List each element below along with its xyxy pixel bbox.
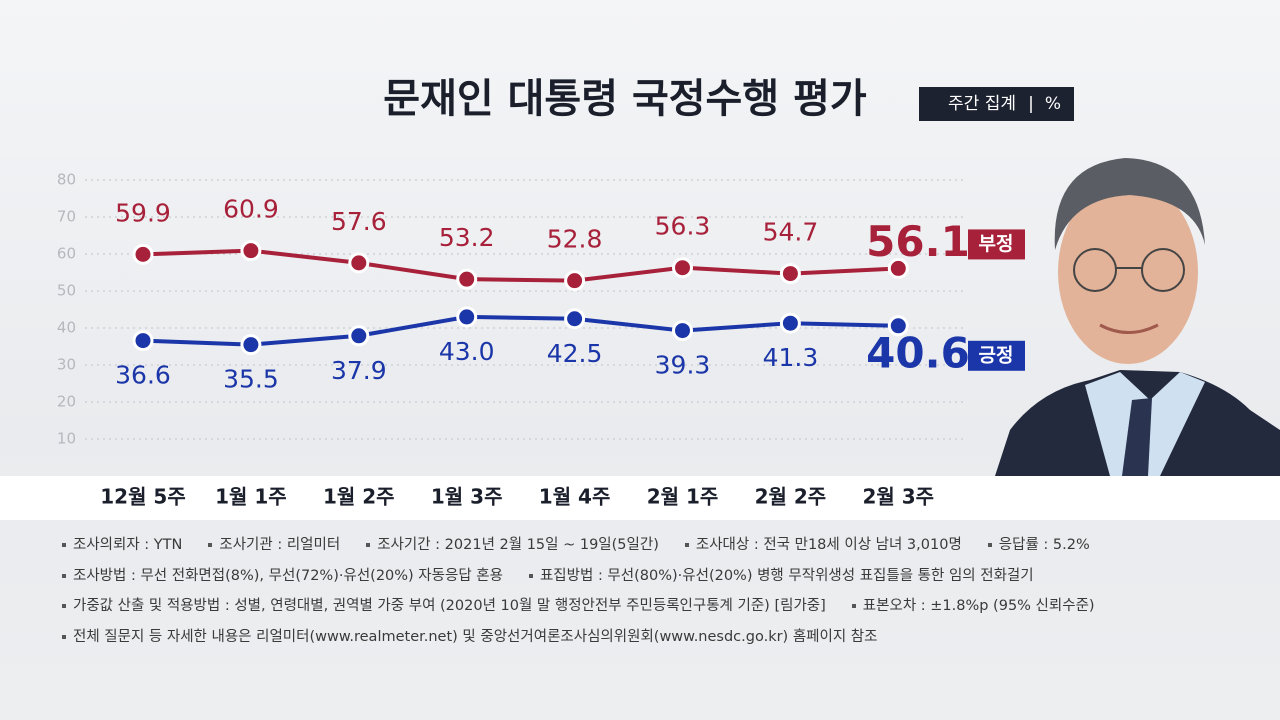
note-text: 전체 질문지 등 자세한 내용은 리얼미터(www.realmeter.net)… — [73, 628, 878, 645]
y-tick-label: 60 — [57, 245, 76, 263]
note-text: 조사대상 : 전국 만18세 이상 남녀 3,010명 — [695, 537, 962, 553]
x-tick-label: 2월 1주 — [647, 485, 719, 509]
note-line: 가중값 산출 및 적용방법 : 성별, 연령대별, 권역별 가중 부여 (202… — [62, 591, 1262, 622]
value-label: 37.9 — [331, 356, 387, 385]
bullet — [62, 573, 66, 578]
note-line: 전체 질문지 등 자세한 내용은 리얼미터(www.realmeter.net)… — [62, 622, 1262, 653]
series-line — [142, 314, 899, 347]
x-tick-label: 12월 5주 — [100, 485, 186, 509]
note-text: 조사기간 : 2021년 2월 15일 ~ 19일(5일간) — [377, 537, 659, 553]
badge-text: % — [1045, 94, 1061, 114]
data-point — [456, 268, 478, 290]
notes: 조사의뢰자 : YTN 조사기관 : 리얼미터 조사기간 : 2021년 2월 15… — [62, 530, 1262, 652]
bullet — [528, 573, 533, 578]
note-item: 조사기간 : 2021년 2월 15일 ~ 19일(5일간) — [366, 530, 659, 560]
legend-label: 긍정 — [979, 344, 1014, 366]
note-text: 표본오차 : ±1.8%p (95% 신뢰수준) — [862, 598, 1095, 614]
note-line: 조사의뢰자 : YTN 조사기관 : 리얼미터 조사기간 : 2021년 2월 15… — [62, 530, 1262, 561]
bullet — [684, 543, 689, 547]
badge — [919, 87, 1074, 121]
value-label: 41.3 — [763, 343, 819, 372]
x-axis-band — [0, 476, 1280, 520]
note-text: 응답률 : 5.2% — [998, 537, 1090, 553]
data-point — [132, 330, 154, 352]
data-point — [779, 312, 801, 334]
y-tick-label: 20 — [57, 393, 76, 411]
note-item: 조사대상 : 전국 만18세 이상 남녀 3,010명 — [684, 530, 962, 560]
data-point — [348, 325, 370, 347]
data-point — [887, 257, 909, 279]
note-text: 조사의뢰자 : YTN — [73, 537, 183, 553]
y-tick-label: 70 — [57, 208, 76, 226]
value-label: 43.0 — [439, 337, 495, 366]
value-label: 53.2 — [439, 223, 495, 252]
y-tick-label: 40 — [57, 319, 76, 337]
y-tick-label: 50 — [57, 282, 76, 300]
note-item: 조사의뢰자 : YTN — [62, 530, 182, 560]
bullet — [208, 543, 213, 547]
data-point — [564, 270, 586, 292]
x-tick-label: 1월 4주 — [539, 485, 611, 509]
value-label: 56.1 — [866, 217, 970, 266]
value-label: 59.9 — [115, 198, 171, 227]
x-tick-label: 2월 3주 — [862, 485, 934, 509]
note-item: 조사방법 : 무선 전화면접(8%), 무선(72%)·유선(20%) 자동응답… — [62, 561, 503, 591]
data-point — [672, 320, 693, 342]
note-text: 조사기관 : 리얼미터 — [219, 537, 341, 553]
value-label: 54.7 — [763, 218, 819, 247]
data-point — [348, 252, 370, 274]
y-tick-label: 80 — [57, 171, 76, 189]
legend-label: 부정 — [979, 233, 1014, 255]
x-tick-label: 1월 3주 — [431, 485, 503, 509]
legend-tag — [968, 229, 1025, 260]
value-label: 40.6 — [866, 328, 970, 377]
bullet — [851, 604, 856, 608]
note-text: 조사방법 : 무선 전화면접(8%), 무선(72%)·유선(20%) 자동응답… — [73, 567, 503, 584]
bullet — [62, 543, 66, 547]
note-item: 조사기관 : 리얼미터 — [208, 530, 340, 560]
value-label: 52.8 — [547, 225, 603, 254]
data-point — [240, 334, 262, 356]
data-point — [240, 240, 262, 262]
data-point — [779, 263, 801, 285]
note-item: 표본오차 : ±1.8%p (95% 신뢰수준) — [851, 591, 1095, 621]
value-label: 57.6 — [331, 207, 387, 236]
note-item: 전체 질문지 등 자세한 내용은 리얼미터(www.realmeter.net)… — [62, 622, 877, 652]
bullet — [62, 634, 66, 639]
value-label: 35.5 — [223, 365, 279, 394]
value-label: 56.3 — [655, 212, 711, 241]
data-point — [887, 315, 909, 337]
note-text: 표집방법 : 무선(80%)·유선(20%) 병행 무작위생성 표집틀을 통한 … — [539, 567, 1034, 584]
note-item: 가중값 산출 및 적용방법 : 성별, 연령대별, 권역별 가중 부여 (202… — [62, 591, 826, 621]
note-text: 가중값 산출 및 적용방법 : 성별, 연령대별, 권역별 가중 부여 (202… — [73, 598, 826, 614]
value-label: 42.5 — [547, 339, 603, 368]
note-line: 조사방법 : 무선 전화면접(8%), 무선(72%)·유선(20%) 자동응답… — [62, 561, 1262, 592]
value-label: 60.9 — [223, 195, 279, 224]
bullet — [366, 543, 371, 547]
legend-tag — [968, 340, 1025, 371]
data-point — [132, 243, 154, 265]
series-line — [142, 248, 899, 283]
x-tick-label: 2월 2주 — [755, 485, 827, 509]
note-item: 응답률 : 5.2% — [987, 530, 1090, 560]
data-point — [672, 257, 693, 279]
chart-title: 문재인 대통령 국정수행 평가 — [383, 76, 867, 122]
x-tick-label: 1월 2주 — [323, 485, 395, 509]
bullet — [987, 543, 992, 547]
badge-text: 주간 집계 — [948, 94, 1016, 114]
data-point — [456, 306, 478, 328]
data-point — [564, 308, 586, 330]
value-label: 39.3 — [655, 351, 711, 380]
value-label: 36.6 — [115, 361, 171, 390]
bullet — [62, 604, 66, 608]
x-tick-label: 1월 1주 — [215, 485, 287, 509]
note-item: 표집방법 : 무선(80%)·유선(20%) 병행 무작위생성 표집틀을 통한 … — [528, 561, 1034, 591]
portrait — [995, 158, 1280, 476]
y-tick-label: 10 — [57, 430, 76, 448]
y-tick-label: 30 — [57, 356, 76, 374]
